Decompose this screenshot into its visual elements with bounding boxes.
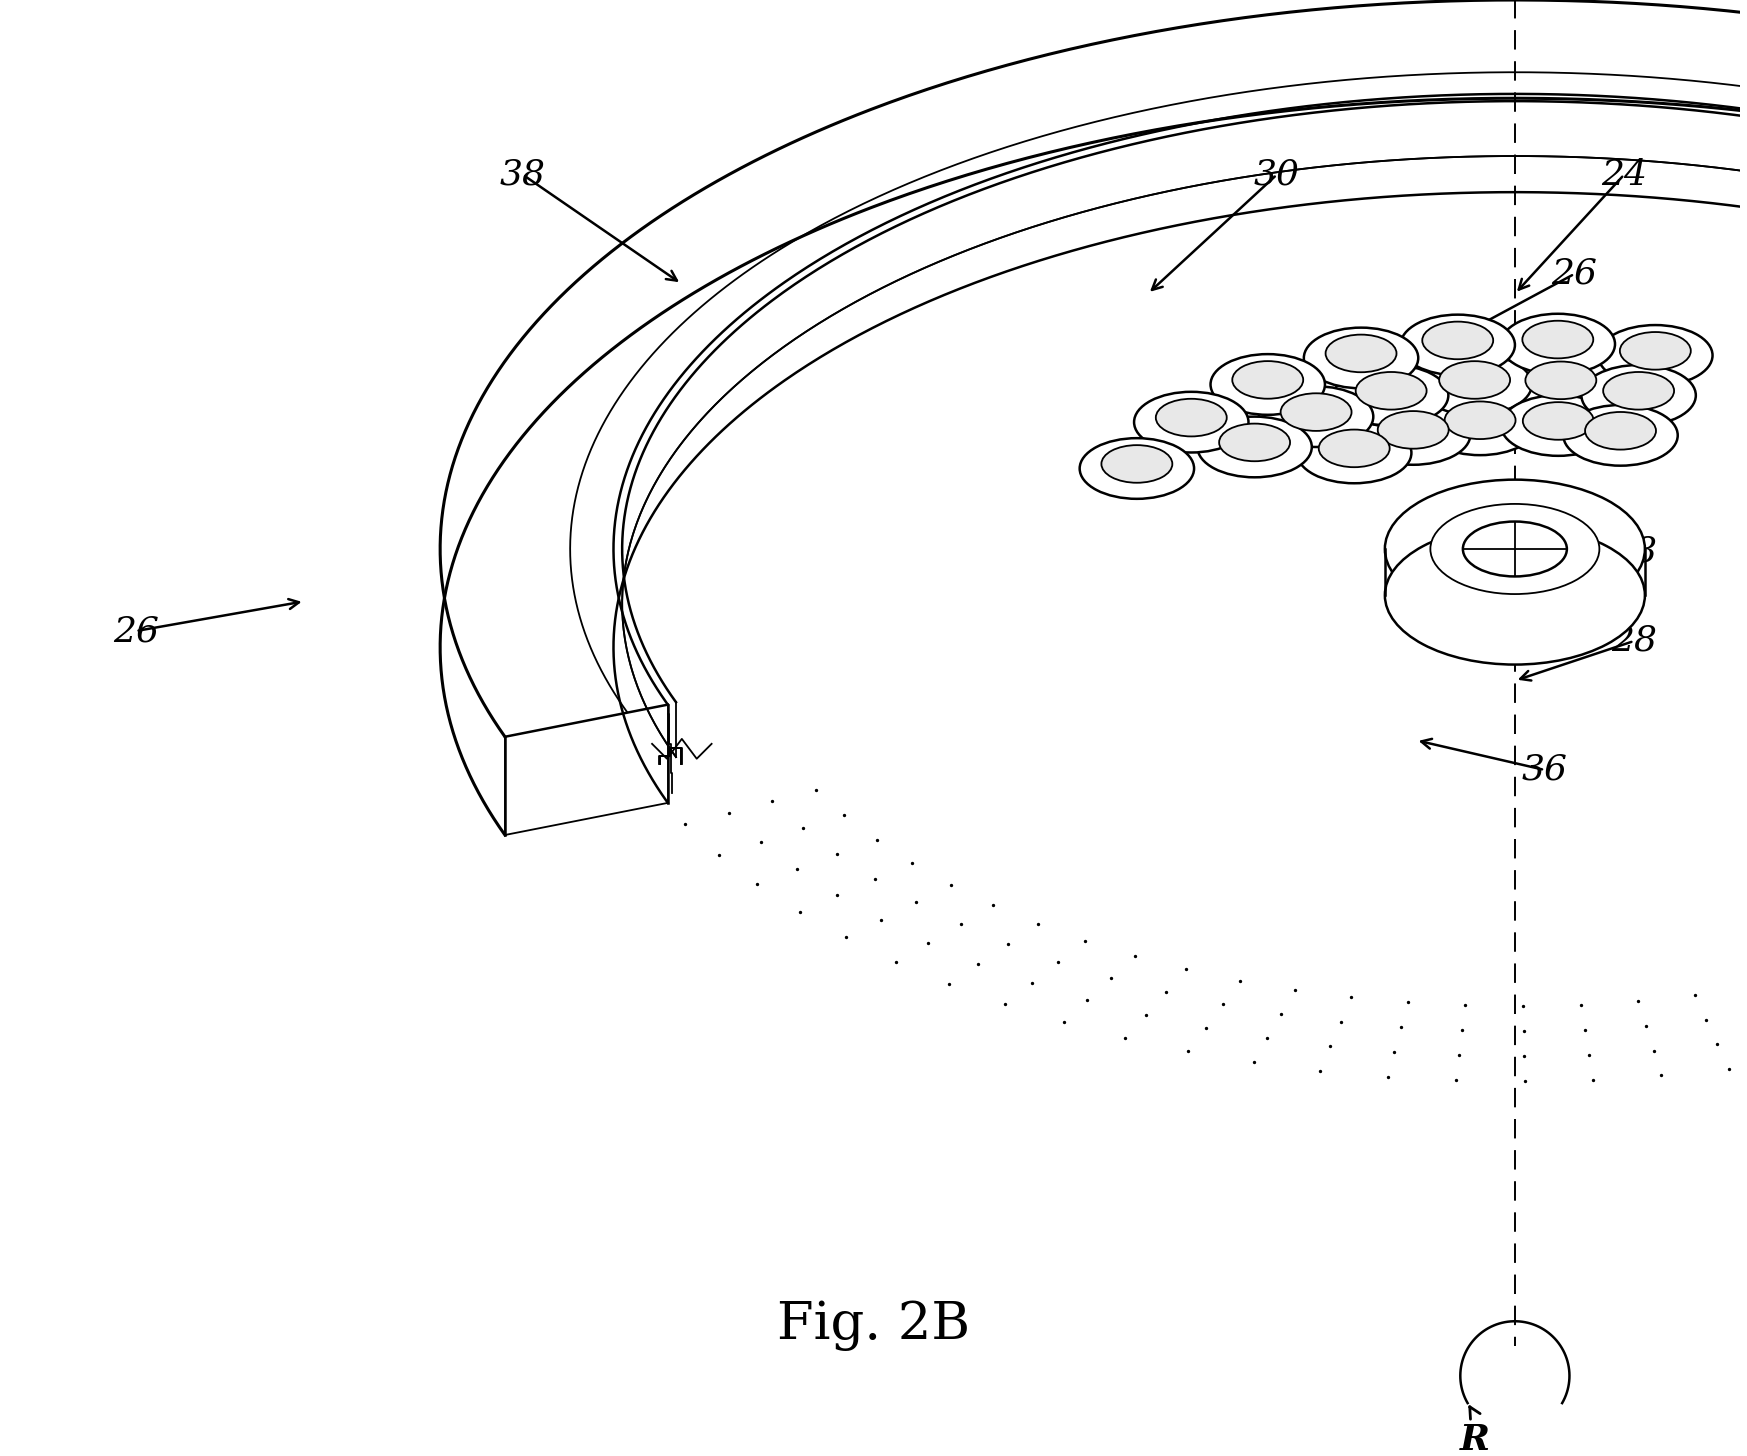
Ellipse shape — [1385, 526, 1646, 664]
Text: 28: 28 — [1611, 625, 1658, 658]
Ellipse shape — [1281, 393, 1352, 431]
Ellipse shape — [1296, 422, 1412, 483]
Ellipse shape — [1564, 405, 1677, 466]
Text: 30: 30 — [1254, 157, 1300, 192]
Ellipse shape — [1134, 392, 1249, 453]
Text: 48: 48 — [1611, 534, 1658, 569]
Ellipse shape — [1211, 354, 1324, 415]
Ellipse shape — [1219, 424, 1289, 462]
Text: 24: 24 — [1602, 157, 1647, 192]
Ellipse shape — [1440, 361, 1509, 399]
Ellipse shape — [1422, 395, 1537, 456]
Ellipse shape — [1501, 313, 1614, 374]
Ellipse shape — [1445, 402, 1516, 440]
Ellipse shape — [1197, 416, 1312, 478]
Ellipse shape — [1504, 355, 1618, 415]
Ellipse shape — [1431, 504, 1600, 594]
Ellipse shape — [1599, 325, 1712, 386]
Text: 26: 26 — [114, 614, 159, 648]
Ellipse shape — [1378, 411, 1448, 448]
Ellipse shape — [1401, 314, 1515, 376]
Ellipse shape — [1581, 365, 1696, 425]
Ellipse shape — [1417, 354, 1532, 415]
Ellipse shape — [1232, 361, 1303, 399]
Ellipse shape — [1356, 405, 1471, 464]
Ellipse shape — [1523, 402, 1593, 440]
Ellipse shape — [1319, 430, 1389, 467]
Text: Fig. 2B: Fig. 2B — [777, 1300, 970, 1351]
Ellipse shape — [1385, 479, 1646, 619]
Text: 38: 38 — [500, 157, 545, 192]
Ellipse shape — [1585, 412, 1656, 450]
Ellipse shape — [1260, 386, 1373, 447]
Ellipse shape — [1462, 521, 1567, 577]
Ellipse shape — [1326, 335, 1396, 373]
Ellipse shape — [1157, 399, 1226, 437]
Ellipse shape — [1422, 322, 1494, 360]
Ellipse shape — [1335, 365, 1448, 425]
Ellipse shape — [1604, 371, 1674, 409]
Text: R: R — [1460, 1423, 1490, 1456]
Ellipse shape — [1080, 438, 1193, 499]
Ellipse shape — [1501, 395, 1616, 456]
Text: 36: 36 — [1522, 753, 1567, 788]
Text: 26: 26 — [1551, 256, 1597, 291]
Ellipse shape — [1101, 446, 1172, 483]
Ellipse shape — [1619, 332, 1691, 370]
Ellipse shape — [1303, 328, 1419, 389]
Ellipse shape — [1356, 371, 1427, 409]
Ellipse shape — [1522, 320, 1593, 358]
Ellipse shape — [1525, 361, 1597, 399]
